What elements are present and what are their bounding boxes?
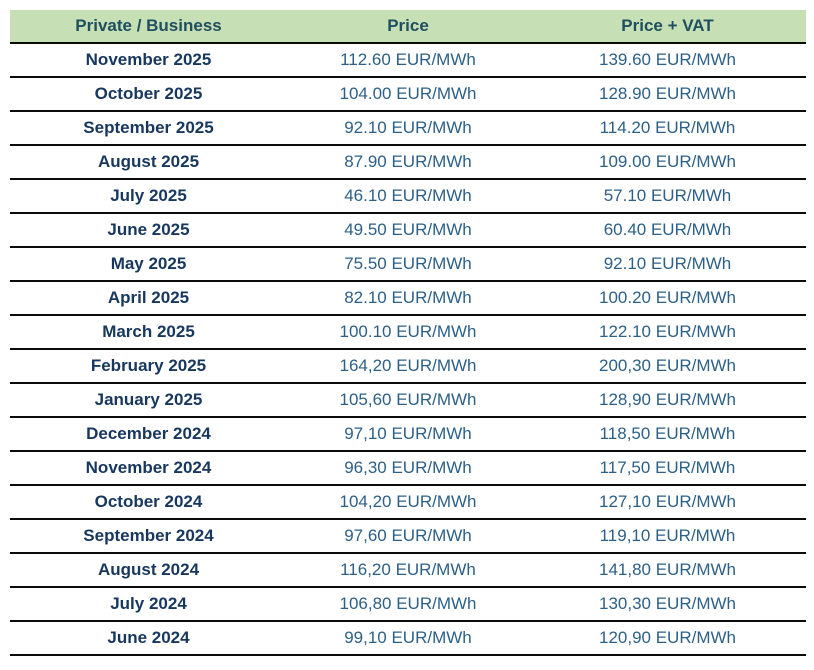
table-row: September 2024 97,60 EUR/MWh 119,10 EUR/… (10, 519, 806, 554)
price-vat-cell: 117,50 EUR/MWh (528, 451, 806, 486)
month-cell: March 2025 (10, 315, 287, 350)
price-cell: 105,60 EUR/MWh (287, 383, 529, 418)
month-cell: September 2024 (10, 519, 287, 554)
table-row: October 2025 104.00 EUR/MWh 128.90 EUR/M… (10, 77, 806, 112)
price-vat-cell: 57.10 EUR/MWh (528, 179, 806, 214)
table-row: September 2025 92.10 EUR/MWh 114.20 EUR/… (10, 111, 806, 146)
price-vat-cell: 92.10 EUR/MWh (528, 247, 806, 282)
price-cell: 92.10 EUR/MWh (287, 111, 529, 146)
price-vat-cell: 114.20 EUR/MWh (528, 111, 806, 146)
table-row: December 2024 97,10 EUR/MWh 118,50 EUR/M… (10, 417, 806, 452)
price-cell: 75.50 EUR/MWh (287, 247, 529, 282)
month-cell: October 2024 (10, 485, 287, 520)
price-cell: 106,80 EUR/MWh (287, 587, 529, 622)
month-cell: April 2025 (10, 281, 287, 316)
price-vat-cell: 141,80 EUR/MWh (528, 553, 806, 588)
header-row: Private / Business Price Price + VAT (10, 10, 806, 44)
column-header-price-vat: Price + VAT (528, 10, 806, 44)
price-vat-cell: 119,10 EUR/MWh (528, 519, 806, 554)
price-vat-cell: 200,30 EUR/MWh (528, 349, 806, 384)
column-header-private-business: Private / Business (10, 10, 287, 44)
table-row: January 2025 105,60 EUR/MWh 128,90 EUR/M… (10, 383, 806, 418)
month-cell: August 2025 (10, 145, 287, 180)
month-cell: June 2025 (10, 213, 287, 248)
table-row: August 2025 87.90 EUR/MWh 109.00 EUR/MWh (10, 145, 806, 180)
table-row: June 2025 49.50 EUR/MWh 60.40 EUR/MWh (10, 213, 806, 248)
column-header-price: Price (287, 10, 529, 44)
price-cell: 82.10 EUR/MWh (287, 281, 529, 316)
table-row: July 2025 46.10 EUR/MWh 57.10 EUR/MWh (10, 179, 806, 214)
price-vat-cell: 128,90 EUR/MWh (528, 383, 806, 418)
month-cell: September 2025 (10, 111, 287, 146)
price-vat-cell: 122.10 EUR/MWh (528, 315, 806, 350)
month-cell: July 2024 (10, 587, 287, 622)
month-cell: July 2025 (10, 179, 287, 214)
month-cell: December 2024 (10, 417, 287, 452)
price-cell: 46.10 EUR/MWh (287, 179, 529, 214)
price-cell: 96,30 EUR/MWh (287, 451, 529, 486)
price-vat-cell: 128.90 EUR/MWh (528, 77, 806, 112)
table-row: June 2024 99,10 EUR/MWh 120,90 EUR/MWh (10, 621, 806, 656)
price-cell: 87.90 EUR/MWh (287, 145, 529, 180)
price-vat-cell: 130,30 EUR/MWh (528, 587, 806, 622)
price-table: Private / Business Price Price + VAT Nov… (10, 10, 806, 656)
month-cell: February 2025 (10, 349, 287, 384)
price-vat-cell: 118,50 EUR/MWh (528, 417, 806, 452)
price-cell: 112.60 EUR/MWh (287, 43, 529, 78)
month-cell: November 2024 (10, 451, 287, 486)
month-cell: January 2025 (10, 383, 287, 418)
month-cell: November 2025 (10, 43, 287, 78)
price-cell: 99,10 EUR/MWh (287, 621, 529, 656)
table-header: Private / Business Price Price + VAT (10, 10, 806, 44)
table-row: November 2025 112.60 EUR/MWh 139.60 EUR/… (10, 43, 806, 78)
price-cell: 100.10 EUR/MWh (287, 315, 529, 350)
price-cell: 49.50 EUR/MWh (287, 213, 529, 248)
table-row: October 2024 104,20 EUR/MWh 127,10 EUR/M… (10, 485, 806, 520)
month-cell: October 2025 (10, 77, 287, 112)
table-row: February 2025 164,20 EUR/MWh 200,30 EUR/… (10, 349, 806, 384)
month-cell: August 2024 (10, 553, 287, 588)
month-cell: June 2024 (10, 621, 287, 656)
table-row: August 2024 116,20 EUR/MWh 141,80 EUR/MW… (10, 553, 806, 588)
price-vat-cell: 60.40 EUR/MWh (528, 213, 806, 248)
table-row: May 2025 75.50 EUR/MWh 92.10 EUR/MWh (10, 247, 806, 282)
price-cell: 97,10 EUR/MWh (287, 417, 529, 452)
price-table-container: Private / Business Price Price + VAT Nov… (10, 10, 806, 656)
table-body: November 2025 112.60 EUR/MWh 139.60 EUR/… (10, 43, 806, 656)
table-row: March 2025 100.10 EUR/MWh 122.10 EUR/MWh (10, 315, 806, 350)
price-vat-cell: 109.00 EUR/MWh (528, 145, 806, 180)
price-cell: 164,20 EUR/MWh (287, 349, 529, 384)
price-cell: 104,20 EUR/MWh (287, 485, 529, 520)
price-cell: 116,20 EUR/MWh (287, 553, 529, 588)
price-vat-cell: 127,10 EUR/MWh (528, 485, 806, 520)
price-cell: 97,60 EUR/MWh (287, 519, 529, 554)
table-row: November 2024 96,30 EUR/MWh 117,50 EUR/M… (10, 451, 806, 486)
table-row: April 2025 82.10 EUR/MWh 100.20 EUR/MWh (10, 281, 806, 316)
price-vat-cell: 120,90 EUR/MWh (528, 621, 806, 656)
price-cell: 104.00 EUR/MWh (287, 77, 529, 112)
price-vat-cell: 100.20 EUR/MWh (528, 281, 806, 316)
price-vat-cell: 139.60 EUR/MWh (528, 43, 806, 78)
table-row: July 2024 106,80 EUR/MWh 130,30 EUR/MWh (10, 587, 806, 622)
month-cell: May 2025 (10, 247, 287, 282)
